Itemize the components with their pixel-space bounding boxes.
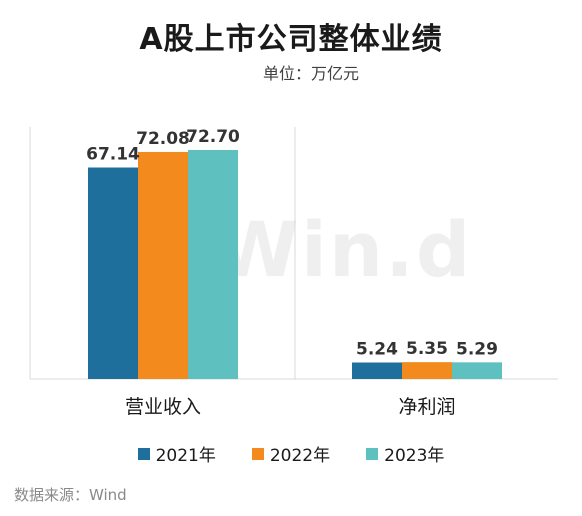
legend-item: 2022年 xyxy=(251,441,331,466)
bar-2023年-净利润 xyxy=(452,362,502,379)
category-label: 净利润 xyxy=(398,396,455,418)
legend-swatch xyxy=(251,447,264,460)
chart-title: A股上市公司整体业绩 xyxy=(139,22,443,57)
wind-watermark: Win.d xyxy=(215,205,473,294)
legend-item: 2023年 xyxy=(366,441,444,466)
data-source: 数据来源：Wind xyxy=(14,486,127,504)
data-label: 67.14 xyxy=(86,145,140,165)
data-label: 5.29 xyxy=(456,339,498,359)
category-label: 营业收入 xyxy=(125,396,201,418)
bar-2021年-营业收入 xyxy=(88,167,138,379)
data-label: 72.70 xyxy=(186,127,240,147)
bar-2022年-净利润 xyxy=(402,362,452,379)
data-label: 5.35 xyxy=(406,339,448,359)
legend-item: 2021年 xyxy=(137,441,216,466)
legend-swatch xyxy=(366,447,379,460)
data-label: 5.24 xyxy=(356,339,398,359)
bar-2023年-营业收入 xyxy=(188,150,238,379)
legend: 2021年 2022年 2023年 xyxy=(0,441,582,466)
legend-label: 2021年 xyxy=(155,446,216,466)
data-label: 72.08 xyxy=(136,129,190,149)
legend-label: 2022年 xyxy=(269,446,331,466)
bar-2021年-净利润 xyxy=(352,362,402,379)
chart-unit-label: 单位：万亿元 xyxy=(262,64,359,83)
legend-swatch xyxy=(137,447,150,460)
bar-2022年-营业收入 xyxy=(138,151,188,379)
legend-label: 2023年 xyxy=(384,446,445,466)
